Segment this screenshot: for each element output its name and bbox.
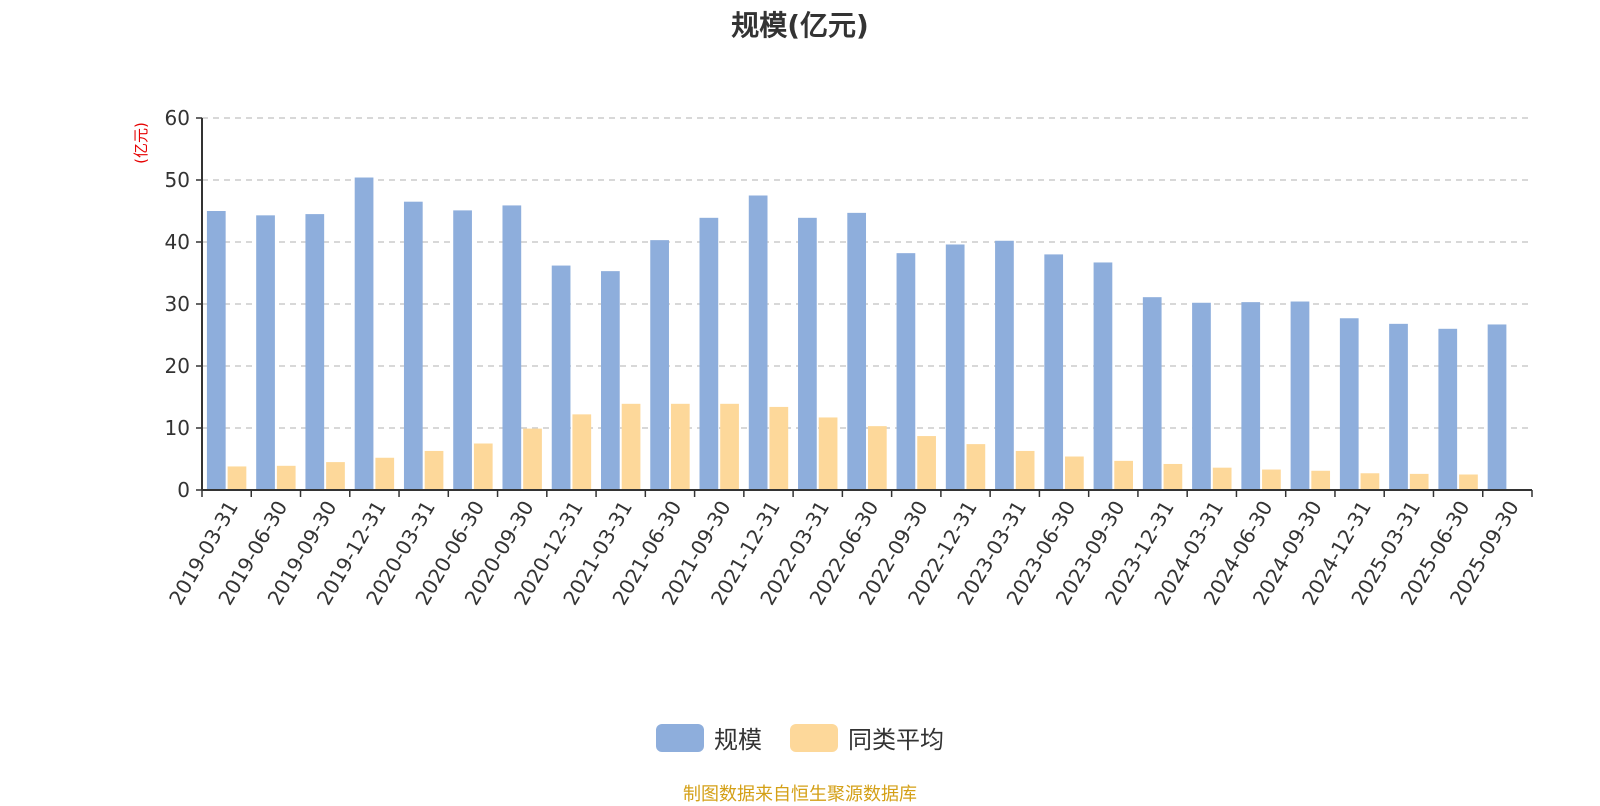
bar-scale: [256, 215, 275, 490]
bar-scale: [1192, 302, 1211, 490]
bar-peer-average: [670, 403, 690, 490]
y-tick-label: 40: [165, 230, 190, 254]
bar-peer-average: [227, 466, 247, 490]
bar-peer-average: [523, 428, 542, 490]
bar-peer-average: [276, 465, 296, 490]
legend-label-scale: 规模: [714, 726, 762, 754]
gridlines: [202, 117, 1532, 429]
bar-peer-average: [326, 462, 345, 490]
bar-peer-average: [1360, 473, 1380, 490]
y-tick-label: 20: [165, 354, 190, 378]
y-tick-label: 10: [165, 416, 190, 440]
bar-scale: [1389, 323, 1408, 490]
bar-scale: [945, 244, 965, 490]
bar-scale: [502, 205, 522, 491]
chart-title: 规模(亿元): [731, 9, 869, 42]
bar-peer-average: [1409, 473, 1429, 490]
bar-peer-average: [867, 426, 887, 490]
bar-scale: [1093, 262, 1113, 490]
bar-peer-average: [621, 403, 641, 490]
bar-scale: [403, 201, 423, 490]
legend-item-peer-average[interactable]: 同类平均: [790, 720, 944, 755]
bar-chart: (亿元) 01020304050602019-03-312019-06-3020…: [132, 106, 1533, 609]
legend-swatch-peer-average: [790, 723, 838, 752]
bar-scale: [798, 217, 817, 490]
bar-scale: [1438, 328, 1458, 490]
bar-scale: [699, 217, 719, 490]
bar-scale: [354, 177, 374, 490]
bar-peer-average: [1262, 469, 1281, 490]
bar-peer-average: [1015, 450, 1035, 490]
bar-scale: [305, 214, 325, 490]
y-axis-unit-label: (亿元): [132, 122, 150, 164]
bar-peer-average: [1212, 467, 1232, 490]
bar-peer-average: [966, 444, 986, 490]
bar-peer-average: [1114, 460, 1133, 490]
bar-scale: [1142, 297, 1162, 490]
y-tick-label: 50: [165, 168, 190, 192]
bar-peer-average: [473, 443, 493, 490]
bar-peer-average: [1065, 456, 1084, 490]
bar-scale: [206, 211, 226, 490]
bar-peer-average: [375, 457, 395, 490]
bar-peer-average: [1163, 463, 1183, 490]
legend-swatch-scale: [656, 723, 704, 752]
bar-scale: [995, 240, 1014, 490]
bar-peer-average: [818, 417, 838, 490]
y-tick-label: 60: [165, 106, 190, 130]
bar-scale: [1241, 302, 1261, 490]
bar-scale: [1339, 318, 1359, 490]
legend-item-scale[interactable]: 规模: [656, 720, 762, 755]
bar-scale: [1487, 324, 1507, 490]
bar-scale: [650, 240, 669, 490]
bar-scale: [1044, 254, 1064, 490]
legend-label-peer-average: 同类平均: [848, 726, 944, 754]
bar-peer-average: [769, 406, 789, 490]
bar-scale: [748, 195, 768, 490]
bar-peer-average: [1311, 470, 1331, 490]
bar-scale: [453, 210, 472, 490]
bar-peer-average: [917, 436, 936, 490]
bar-scale: [1290, 301, 1310, 490]
legend: 规模 同类平均: [0, 720, 1600, 755]
y-tick-label: 30: [165, 292, 190, 316]
bar-scale: [896, 253, 916, 490]
source-note: 制图数据来自恒生聚源数据库: [683, 784, 917, 805]
bar-peer-average: [424, 450, 444, 490]
bar-scale: [551, 265, 571, 490]
y-tick-label: 0: [177, 478, 190, 502]
bar-peer-average: [720, 403, 739, 490]
bars: [206, 177, 1507, 491]
bar-scale: [847, 212, 867, 491]
bar-peer-average: [572, 414, 592, 490]
bar-peer-average: [1459, 474, 1478, 490]
bar-scale: [601, 271, 620, 490]
